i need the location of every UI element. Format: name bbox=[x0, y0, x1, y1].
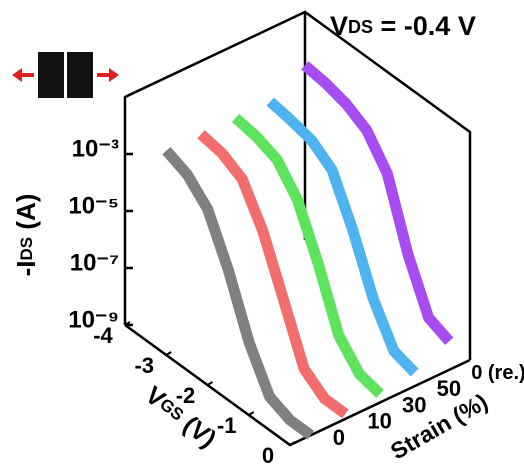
z-tick-label: 0 bbox=[333, 425, 345, 450]
curve bbox=[266, 97, 419, 377]
x-tick-label: -2 bbox=[176, 383, 196, 408]
x-tick bbox=[248, 411, 255, 416]
x-tick bbox=[124, 321, 131, 326]
x-tick bbox=[206, 381, 214, 386]
axis-box bbox=[123, 10, 472, 360]
y-tick-label: 10⁻⁹ bbox=[68, 306, 119, 333]
strain-icon bbox=[12, 52, 119, 98]
x-tick-label: 0 bbox=[262, 443, 274, 468]
y-axis-label: -IDS (A) bbox=[11, 194, 41, 277]
x-tick bbox=[165, 351, 172, 356]
chart-title: VDS = -0.4 V bbox=[330, 11, 476, 41]
y-tick-label: 10⁻³ bbox=[72, 135, 119, 162]
curve bbox=[231, 113, 384, 398]
x-tick-label: -3 bbox=[134, 353, 154, 378]
y-tick-label: 10⁻⁵ bbox=[68, 192, 119, 219]
z-tick-label: 30 bbox=[402, 392, 426, 417]
curve bbox=[301, 61, 454, 345]
x-tick-label: -4 bbox=[93, 323, 113, 348]
x-tick-label: -1 bbox=[217, 413, 237, 438]
curve bbox=[162, 146, 315, 440]
curve bbox=[197, 130, 349, 419]
z-tick-label: 50 bbox=[437, 376, 461, 401]
z-tick-label: 0 (re.) bbox=[471, 362, 524, 384]
y-tick-label: 10⁻⁷ bbox=[70, 249, 119, 276]
x-tick bbox=[289, 441, 296, 446]
z-tick-label: 10 bbox=[367, 409, 391, 434]
